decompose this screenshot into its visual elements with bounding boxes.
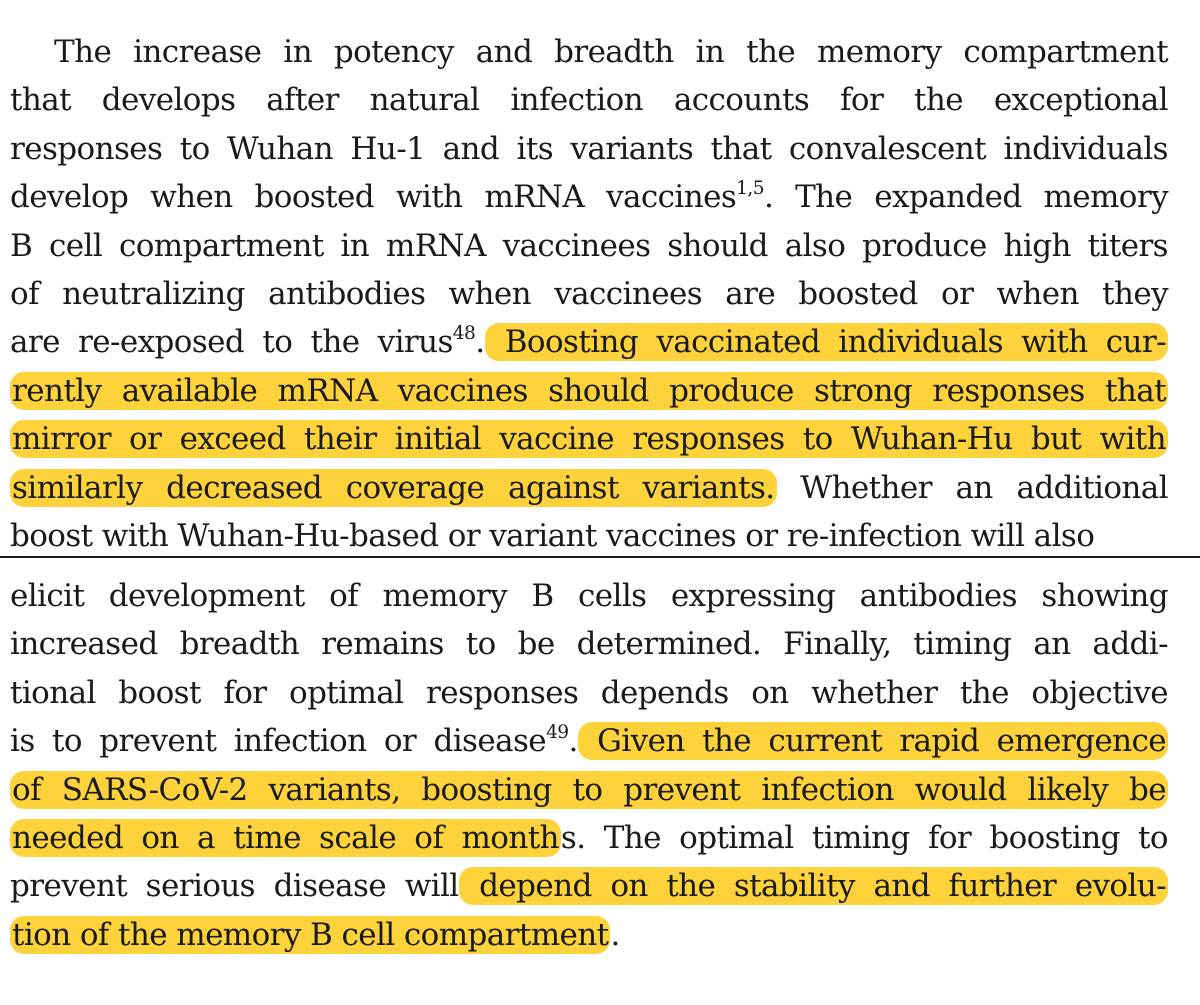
- highlighted-text: tion of the memory B cell compartment: [10, 915, 611, 954]
- text-line: tional boost for optimal responses depen…: [10, 669, 1169, 717]
- paragraph-top: The increase in potency and breadth in t…: [10, 28, 1169, 560]
- text-segment: .: [568, 723, 579, 760]
- text-line: responses to Wuhan Hu-1 and its variants…: [10, 125, 1169, 173]
- highlighted-text: needed on a time scale of month: [10, 819, 561, 858]
- text-line: elicit development of memory B cells exp…: [10, 572, 1169, 620]
- highlighted-text: similarly decreased coverage against var…: [10, 468, 777, 507]
- text-segment: elicit development of memory B cells exp…: [10, 578, 1169, 614]
- text-segment: .: [475, 324, 485, 361]
- text-line: develop when boosted with mRNA vaccines1…: [10, 173, 1169, 221]
- text-segment: tional boost for optimal responses depen…: [10, 674, 1169, 711]
- text-line: similarly decreased coverage against var…: [10, 464, 1169, 512]
- text-segment: develop when boosted with mRNA vaccines: [10, 179, 737, 216]
- text-segment: that develops after natural infection ac…: [10, 82, 1169, 119]
- page-divider: [0, 556, 1200, 558]
- text-line: increased breadth remains to be determin…: [10, 620, 1169, 668]
- text-segment: The increase in potency and breadth in t…: [54, 34, 1169, 70]
- citation-superscript: 48: [452, 323, 476, 345]
- text-line: mirror or exceed their initial vaccine r…: [10, 415, 1168, 463]
- text-segment: s. The optimal timing for boosting to: [560, 820, 1169, 857]
- text-line: are re-exposed to the virus48. Boosting …: [10, 318, 1169, 366]
- text-segment: .: [610, 916, 620, 953]
- text-line: needed on a time scale of months. The op…: [10, 814, 1169, 862]
- highlighted-text: rently available mRNA vaccines should pr…: [10, 371, 1168, 410]
- text-segment: B cell compartment in mRNA vaccinees sho…: [10, 227, 1169, 264]
- text-line: boost with Wuhan-Hu-based or variant vac…: [10, 512, 1168, 560]
- text-segment: prevent serious disease will: [10, 868, 459, 905]
- paragraph-bottom: elicit development of memory B cells exp…: [10, 572, 1169, 959]
- highlighted-text: Given the current rapid emergence: [577, 722, 1168, 761]
- text-line: is to prevent infection or disease49. Gi…: [10, 717, 1168, 765]
- text-line: of neutralizing antibodies when vaccinee…: [10, 270, 1169, 318]
- text-segment: boost with Wuhan-Hu-based or variant vac…: [10, 518, 1095, 555]
- text-segment: is to prevent infection or disease: [10, 723, 547, 760]
- text-segment: . The expanded memory: [763, 179, 1169, 216]
- highlighted-text: Boosting vaccinated individuals with cur…: [484, 323, 1169, 362]
- text-line: The increase in potency and breadth in t…: [10, 28, 1169, 76]
- text-segment: are re-exposed to the virus: [10, 324, 453, 361]
- citation-superscript: 1,5: [736, 178, 764, 200]
- text-line: rently available mRNA vaccines should pr…: [10, 367, 1168, 415]
- text-segment: increased breadth remains to be determin…: [10, 626, 1169, 663]
- text-segment: responses to Wuhan Hu-1 and its variants…: [10, 130, 1169, 167]
- text-segment: Whether an additional: [776, 469, 1168, 506]
- text-segment: of neutralizing antibodies when vaccinee…: [10, 276, 1169, 313]
- text-line: B cell compartment in mRNA vaccinees sho…: [10, 222, 1169, 270]
- text-line: of SARS-CoV-2 variants, boosting to prev…: [10, 766, 1168, 814]
- text-line: prevent serious disease will depend on t…: [10, 862, 1169, 910]
- text-line: that develops after natural infection ac…: [10, 76, 1169, 124]
- citation-superscript: 49: [546, 722, 569, 744]
- text-line: tion of the memory B cell compartment.: [10, 911, 1168, 959]
- highlighted-text: mirror or exceed their initial vaccine r…: [10, 420, 1168, 459]
- highlighted-text: of SARS-CoV-2 variants, boosting to prev…: [10, 770, 1168, 809]
- highlighted-text: depend on the stability and further evol…: [458, 867, 1169, 906]
